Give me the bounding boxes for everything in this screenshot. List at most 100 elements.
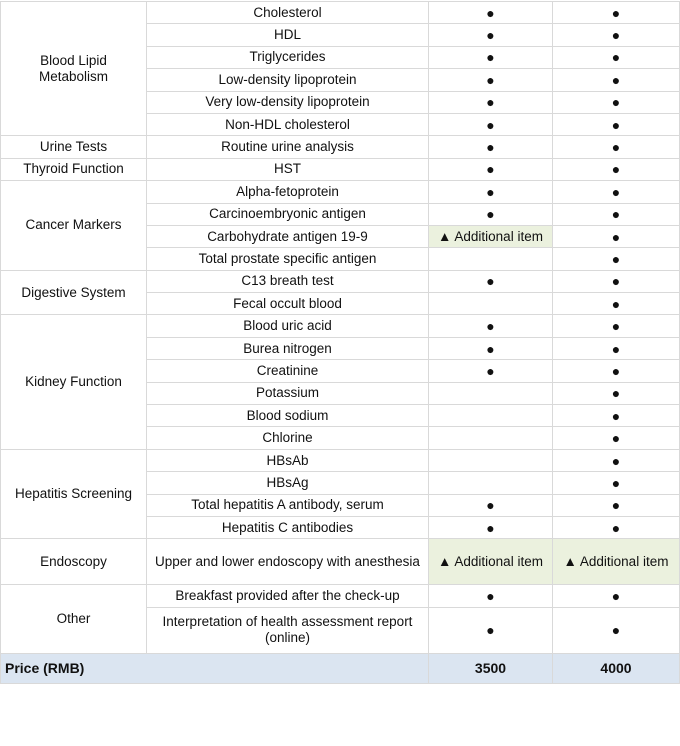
empty-cell <box>428 381 553 406</box>
table-row: Very low-density lipoprotein ● ● <box>1 90 680 114</box>
table-row: Total prostate specific antigen ● <box>1 247 680 271</box>
included-mark: ● <box>428 202 553 226</box>
table-row: Non-HDL cholesterol ● ● <box>1 112 680 137</box>
table-row: Blood Lipid Metabolism Cholesterol ● ● <box>0 0 680 137</box>
included-mark: ● <box>428 584 553 608</box>
item-name: Triglycerides <box>146 45 429 70</box>
table-row: Hepatitis C antibodies ● ● <box>1 515 680 540</box>
category-cell: Thyroid Function <box>0 157 147 182</box>
item-name: Potassium <box>146 381 429 406</box>
table-row: Endoscopy Upper and lower endoscopy with … <box>0 538 680 586</box>
included-mark: ● <box>552 314 680 338</box>
item-name: Blood sodium <box>146 404 429 428</box>
table-row: Other Breakfast provided after the check-… <box>0 584 680 654</box>
category-cell: Other <box>0 584 147 654</box>
table-row: Potassium ● <box>1 381 680 406</box>
included-mark: ● <box>428 68 553 92</box>
item-name: Non-HDL cholesterol <box>146 112 429 137</box>
included-mark: ● <box>552 0 680 25</box>
item-name: Blood uric acid <box>146 314 429 338</box>
included-mark: ● <box>428 135 553 159</box>
included-mark: ● <box>552 426 680 450</box>
included-mark: ● <box>552 336 680 361</box>
included-mark: ● <box>428 180 553 204</box>
table-row: Triglycerides ● ● <box>1 45 680 70</box>
table-row: Interpretation of health assessment repo… <box>1 606 680 654</box>
empty-cell <box>428 448 553 473</box>
included-mark: ● <box>552 404 680 428</box>
included-mark: ● <box>428 45 553 70</box>
price-4000: 4000 <box>552 652 680 684</box>
included-mark: ● <box>552 247 680 271</box>
included-mark: ● <box>552 471 680 495</box>
empty-cell <box>428 426 553 450</box>
item-name: Low-density lipoprotein <box>146 68 429 92</box>
empty-cell <box>428 471 553 495</box>
item-name: HBsAb <box>146 448 429 473</box>
included-mark: ● <box>428 0 553 25</box>
item-name: Routine urine analysis <box>146 135 429 159</box>
included-mark: ● <box>552 584 680 608</box>
included-mark: ● <box>552 493 680 517</box>
table-row: Hepatitis Screening HBsAb ● <box>0 448 680 540</box>
included-mark: ● <box>428 493 553 517</box>
table-row: Carbohydrate antigen 19-9 ▲ Additional it… <box>1 224 680 249</box>
item-name: Creatinine <box>146 359 429 383</box>
table-row: Burea nitrogen ● ● <box>1 336 680 361</box>
item-name: Upper and lower endoscopy with anesthesi… <box>146 538 429 586</box>
category-cell: Cancer Markers <box>0 180 147 271</box>
additional-item-badge: ▲ Additional item <box>428 538 553 586</box>
item-name: C13 breath test <box>146 269 429 294</box>
item-name: Chlorine <box>146 426 429 450</box>
item-name: HBsAg <box>146 471 429 495</box>
health-package-table: Blood Lipid Metabolism Cholesterol ● ● HDL ● ●… <box>0 0 680 684</box>
table-row: HBsAg ● <box>1 471 680 495</box>
price-3500: 3500 <box>428 652 553 684</box>
category-cell: Endoscopy <box>0 538 147 586</box>
included-mark: ● <box>552 515 680 540</box>
item-name: Total hepatitis A antibody, serum <box>146 493 429 517</box>
included-mark: ● <box>552 292 680 316</box>
table-row: Cancer Markers Alpha-fetoprotein ● ● <box>0 180 680 271</box>
category-cell: Blood Lipid Metabolism <box>0 0 147 137</box>
empty-cell <box>428 404 553 428</box>
included-mark: ● <box>552 269 680 294</box>
table-row: Low-density lipoprotein ● ● <box>1 68 680 92</box>
additional-item-badge: ▲ Additional item <box>552 538 680 586</box>
included-mark: ● <box>552 359 680 383</box>
category-cell: Kidney Function <box>0 314 147 450</box>
included-mark: ● <box>552 135 680 159</box>
included-mark: ● <box>428 606 553 654</box>
category-cell: Hepatitis Screening <box>0 448 147 540</box>
included-mark: ● <box>552 202 680 226</box>
included-mark: ● <box>428 336 553 361</box>
included-mark: ● <box>428 314 553 338</box>
included-mark: ● <box>552 180 680 204</box>
included-mark: ● <box>552 112 680 137</box>
included-mark: ● <box>428 157 553 182</box>
table-row: Thyroid Function HST ● ● <box>0 157 680 182</box>
item-name: Cholesterol <box>146 0 429 25</box>
item-name: Hepatitis C antibodies <box>146 515 429 540</box>
included-mark: ● <box>552 157 680 182</box>
table-row: Kidney Function Blood uric acid ● ● <box>0 314 680 450</box>
included-mark: ● <box>552 448 680 473</box>
included-mark: ● <box>552 45 680 70</box>
table-row: Urine Tests Routine urine analysis ● ● <box>0 135 680 159</box>
empty-cell <box>428 247 553 271</box>
price-label: Price (RMB) <box>0 652 429 684</box>
category-cell: Urine Tests <box>0 135 147 159</box>
table-row: Creatinine ● ● <box>1 359 680 383</box>
included-mark: ● <box>428 23 553 47</box>
item-name: Carcinoembryonic antigen <box>146 202 429 226</box>
item-name: HDL <box>146 23 429 47</box>
included-mark: ● <box>428 269 553 294</box>
included-mark: ● <box>552 381 680 406</box>
empty-cell <box>428 292 553 316</box>
included-mark: ● <box>428 112 553 137</box>
item-name: Breakfast provided after the check-up <box>146 584 429 608</box>
included-mark: ● <box>428 515 553 540</box>
included-mark: ● <box>552 224 680 249</box>
item-name: Burea nitrogen <box>146 336 429 361</box>
included-mark: ● <box>552 68 680 92</box>
